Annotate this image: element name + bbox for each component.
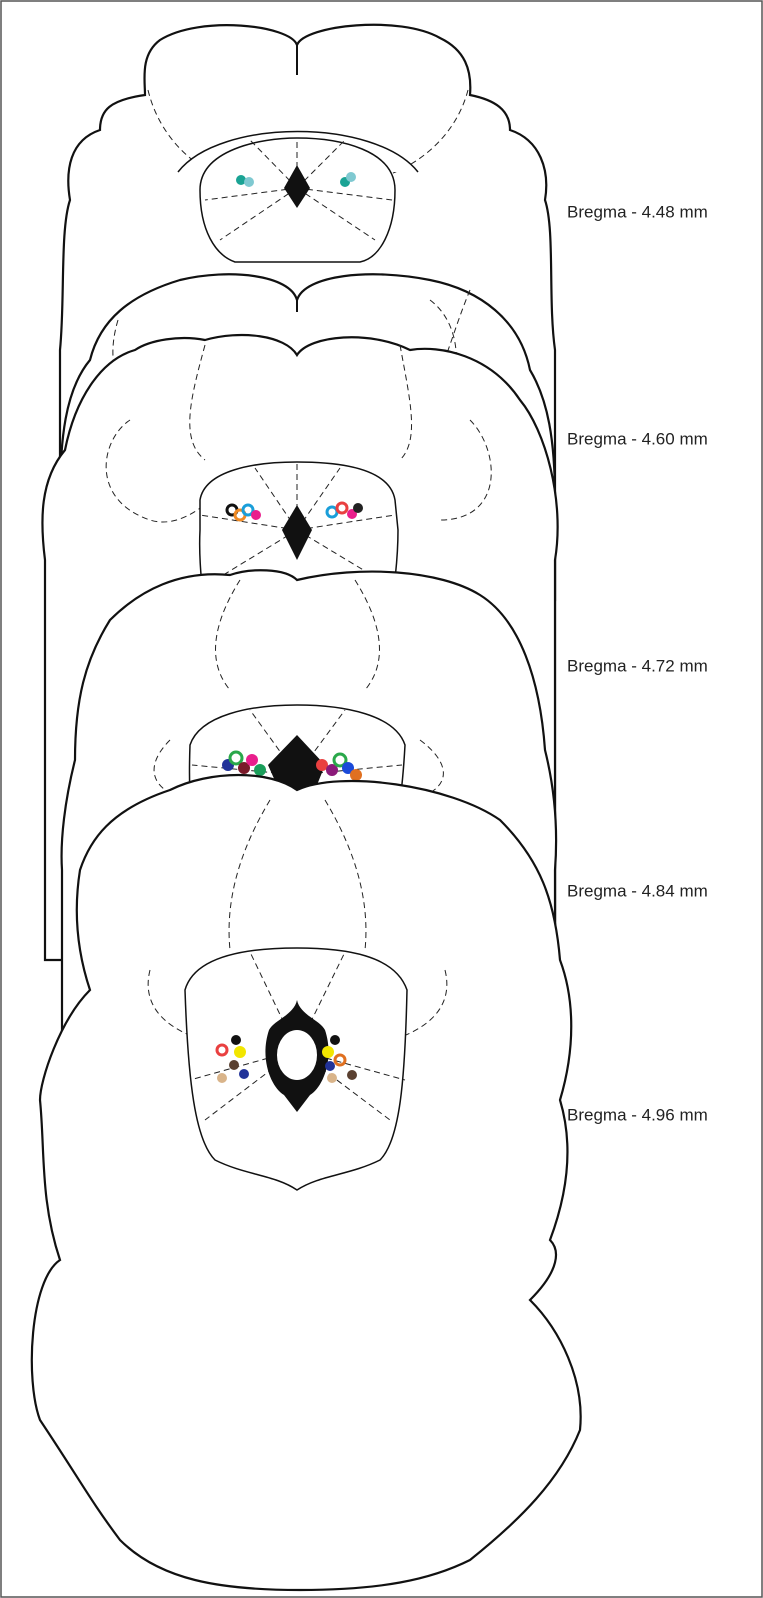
section-label: Bregma - 4.84 mm	[567, 881, 708, 900]
section-5	[32, 775, 581, 1590]
figure: Bregma - 4.48 mm Bregma - 4.60 mm Bregma…	[0, 0, 763, 1598]
section-label: Bregma - 4.96 mm	[567, 1105, 708, 1124]
section-label: Bregma - 4.48 mm	[567, 202, 708, 221]
section-label: Bregma - 4.72 mm	[567, 656, 708, 675]
section-label: Bregma - 4.60 mm	[567, 429, 708, 448]
